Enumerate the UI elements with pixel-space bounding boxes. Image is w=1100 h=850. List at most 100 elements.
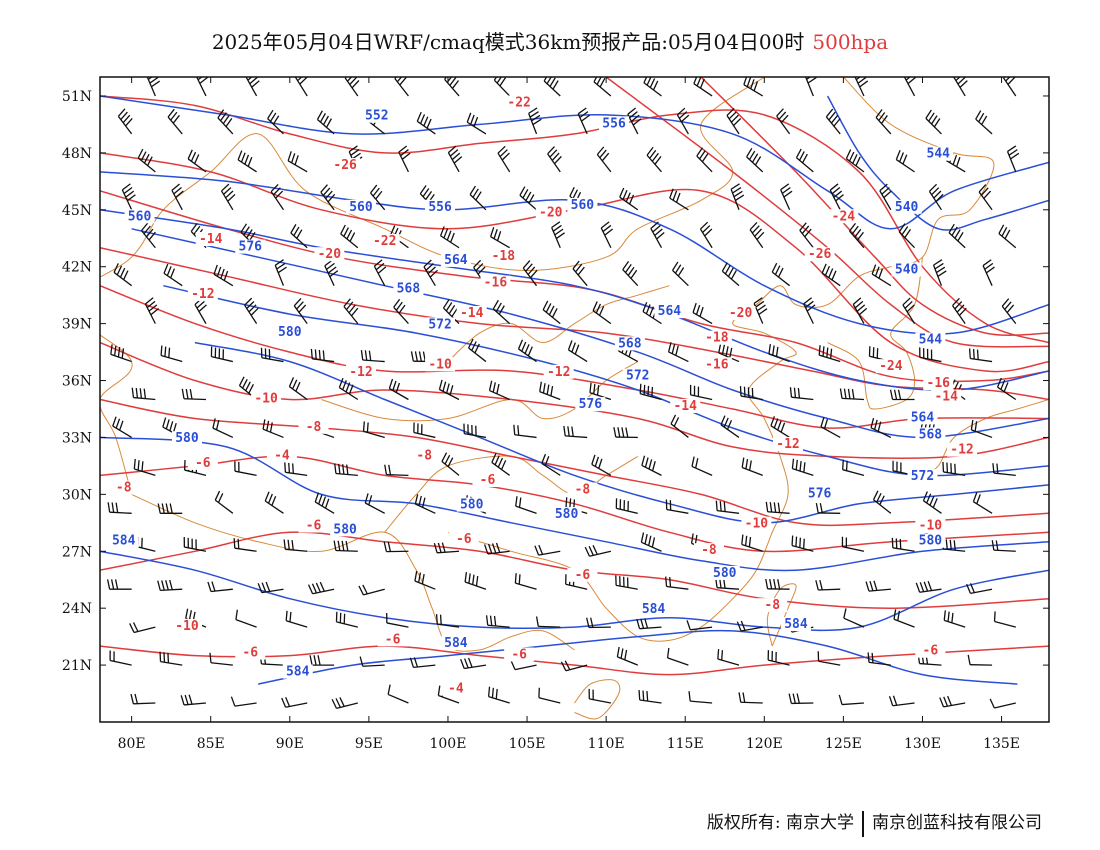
geopotential-label: 540 bbox=[895, 200, 919, 215]
wind-barb bbox=[287, 151, 308, 173]
wind-barb bbox=[493, 77, 511, 97]
wind-barb bbox=[922, 491, 942, 514]
wind-barb bbox=[789, 387, 814, 401]
wind-barb bbox=[110, 344, 132, 363]
wind-barb bbox=[335, 611, 358, 628]
temperature-label-bg bbox=[947, 442, 978, 457]
wind-barb bbox=[965, 583, 993, 595]
wind-barb bbox=[825, 108, 841, 135]
wind-barb bbox=[447, 145, 463, 173]
wind-barb bbox=[903, 77, 917, 97]
wind-barb bbox=[414, 571, 436, 590]
temperature-isoline bbox=[100, 455, 1049, 553]
temperature-label-bg bbox=[828, 209, 859, 224]
geopotential-label-bg bbox=[425, 317, 456, 332]
temperature-isoline bbox=[605, 77, 1049, 348]
wind-barb bbox=[622, 261, 639, 287]
geopotential-isolines bbox=[100, 95, 1049, 685]
wind-barb bbox=[433, 542, 460, 554]
temperature-label: -6 bbox=[242, 646, 258, 661]
wind-barb bbox=[613, 427, 638, 439]
geopotential-label: 580 bbox=[555, 507, 579, 522]
temperature-label-bg bbox=[804, 247, 835, 262]
wind-barb bbox=[160, 345, 183, 363]
temperature-label: -6 bbox=[923, 644, 939, 659]
wind-barb bbox=[730, 183, 745, 211]
wind-barb bbox=[362, 421, 385, 439]
temperature-label: -24 bbox=[879, 359, 903, 374]
temperature-label: -12 bbox=[547, 365, 570, 380]
wind-barb bbox=[636, 618, 662, 630]
geopotential-label: 568 bbox=[397, 281, 421, 296]
wind-barb bbox=[438, 379, 460, 401]
wind-barb bbox=[669, 188, 689, 211]
wind-barb bbox=[845, 149, 865, 173]
wind-barb bbox=[829, 183, 844, 211]
lon-tick-label: 125E bbox=[825, 736, 862, 752]
temperature-label-bg bbox=[409, 448, 440, 463]
wind-barb bbox=[485, 615, 510, 628]
footer-divider bbox=[862, 810, 864, 837]
geopotential-label: 580 bbox=[460, 498, 484, 513]
temperature-label-bg bbox=[108, 480, 139, 495]
lon-tick-label: 120E bbox=[746, 736, 783, 752]
wind-barb bbox=[214, 490, 234, 514]
wind-barb bbox=[560, 660, 588, 672]
temperature-label-bg bbox=[448, 531, 479, 546]
wind-barb bbox=[163, 263, 183, 287]
temperature-label: -18 bbox=[492, 249, 516, 264]
temperature-label: -8 bbox=[701, 543, 717, 558]
wind-barb bbox=[820, 417, 841, 439]
temperature-label: -8 bbox=[764, 598, 780, 613]
temperature-label: -8 bbox=[116, 481, 132, 496]
wind-barb bbox=[551, 221, 565, 248]
wind-barb bbox=[870, 417, 892, 439]
geopotential-label: 576 bbox=[579, 397, 603, 412]
wind-barb bbox=[699, 221, 713, 249]
temperature-label-bg bbox=[440, 681, 471, 696]
wind-barb bbox=[975, 110, 993, 135]
wind-barb bbox=[970, 419, 993, 439]
geopotential-label-bg bbox=[923, 146, 954, 161]
wind-barb bbox=[925, 109, 942, 135]
wind-barb bbox=[538, 687, 561, 704]
temperature-label: -4 bbox=[448, 682, 464, 697]
geopotential-label-bg bbox=[891, 262, 922, 277]
lat-tick-label: 21N bbox=[62, 658, 92, 674]
temperature-label: -8 bbox=[575, 482, 591, 497]
geopotential-label: 556 bbox=[428, 200, 452, 215]
wind-barb bbox=[209, 652, 233, 666]
wind-barb bbox=[413, 422, 436, 439]
temperature-label-bg bbox=[504, 95, 535, 110]
temperature-label-bg bbox=[875, 359, 906, 374]
temperature-label: -8 bbox=[306, 420, 322, 435]
wind-barb bbox=[989, 698, 1016, 709]
geopotential-label: 584 bbox=[784, 617, 808, 632]
wind-barb bbox=[281, 696, 308, 708]
wind-barb bbox=[541, 453, 561, 476]
geopotential-label-bg bbox=[638, 601, 669, 616]
wind-barb bbox=[117, 108, 133, 135]
temperature-label-bg bbox=[314, 247, 345, 262]
wind-barb bbox=[130, 693, 156, 705]
wind-barb bbox=[967, 654, 993, 666]
temperature-label-bg bbox=[235, 645, 266, 660]
temperature-label: -12 bbox=[191, 287, 214, 302]
wind-barb bbox=[314, 492, 335, 514]
temperature-label: -20 bbox=[729, 306, 753, 321]
geopotential-label-bg bbox=[915, 533, 946, 548]
wind-barb bbox=[1001, 298, 1017, 325]
wind-barb bbox=[539, 381, 561, 401]
plot-frame bbox=[99, 76, 1050, 723]
geopotential-isoline bbox=[100, 436, 1049, 572]
wind-barb bbox=[839, 388, 864, 401]
temperature-label: -10 bbox=[175, 619, 199, 634]
geopotential-isoline bbox=[100, 550, 1049, 632]
wind-barb bbox=[383, 541, 409, 553]
temperature-label: -24 bbox=[832, 209, 856, 224]
wind-barb bbox=[364, 493, 386, 514]
temperature-isoline bbox=[100, 246, 1049, 401]
temperature-label: -12 bbox=[776, 437, 799, 452]
temperature-label-bg bbox=[535, 205, 566, 220]
temperature-label-bg bbox=[330, 158, 361, 173]
